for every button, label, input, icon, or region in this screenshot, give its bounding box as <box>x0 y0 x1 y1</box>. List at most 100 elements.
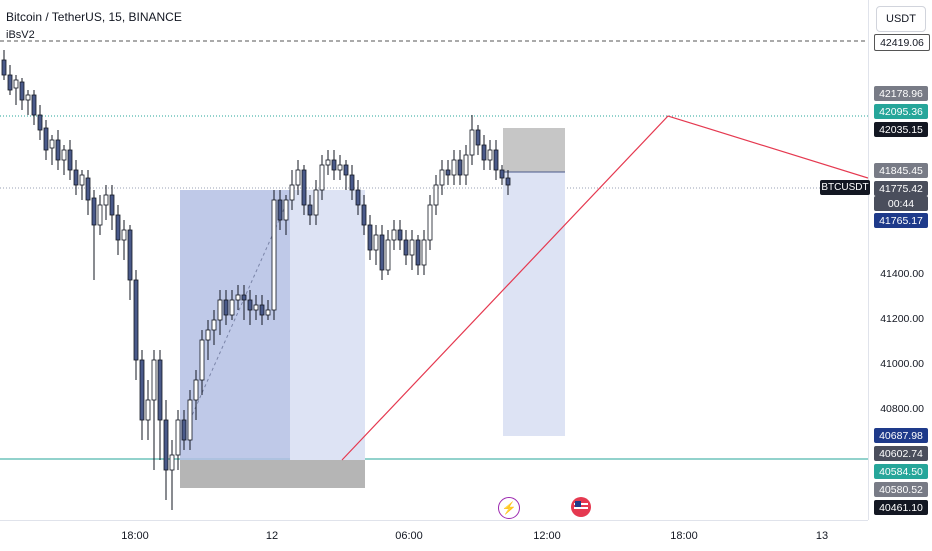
candle-body <box>379 234 385 271</box>
candle-body <box>193 379 199 401</box>
candle-body <box>499 169 505 179</box>
candle-body <box>175 419 181 456</box>
candle-body <box>13 79 19 89</box>
candle-body <box>25 94 31 101</box>
candle-body <box>85 177 91 201</box>
price-tag: 40602.74 <box>874 446 928 461</box>
candle-body <box>421 239 427 266</box>
candle-body <box>457 159 463 176</box>
candle-body <box>283 199 289 221</box>
candle-body <box>103 194 109 206</box>
candle-body <box>325 159 331 166</box>
candle-body <box>409 239 415 256</box>
candle-body <box>31 94 37 116</box>
candle-body <box>355 189 361 206</box>
price-tick: 41400.00 <box>880 268 924 280</box>
candle-body <box>145 399 151 421</box>
candle-body <box>487 149 493 161</box>
candle-body <box>397 229 403 241</box>
candle-body <box>97 204 103 226</box>
candle-body <box>289 184 295 201</box>
candle-body <box>427 204 433 241</box>
countdown-tag: 00:44 <box>874 196 928 211</box>
us-flag-graphic <box>574 500 588 514</box>
indicator-label[interactable]: iBsV2 <box>6 29 35 41</box>
candle-body <box>313 189 319 216</box>
candle-body <box>343 164 349 176</box>
candle-body <box>445 169 451 176</box>
price-tick: 41200.00 <box>880 313 924 325</box>
candle-body <box>223 299 229 316</box>
candle-body <box>253 304 259 311</box>
candle-body <box>67 149 73 171</box>
chart-area[interactable] <box>0 0 869 520</box>
candle-body <box>367 224 373 251</box>
time-axis[interactable] <box>0 520 868 551</box>
price-axis[interactable] <box>868 0 932 520</box>
candle-body <box>157 359 163 421</box>
candle-body <box>211 319 217 331</box>
candle-body <box>277 199 283 221</box>
time-tick: 18:00 <box>121 530 149 542</box>
price-tag: 40461.10 <box>874 500 928 515</box>
candle-body <box>439 169 445 186</box>
candle-body <box>319 164 325 191</box>
candle-body <box>451 159 457 176</box>
candle-body <box>385 239 391 271</box>
us-flag-icon[interactable] <box>571 497 591 517</box>
candle-body <box>361 204 367 226</box>
candle-body <box>199 339 205 381</box>
candle-body <box>55 139 61 161</box>
candle-body <box>187 399 193 441</box>
candle-body <box>19 81 25 101</box>
current-price-tag: 41775.42 <box>874 181 928 196</box>
candle-body <box>61 149 67 161</box>
candles-group <box>1 50 511 510</box>
candle-body <box>493 149 499 171</box>
candle-body <box>133 279 139 361</box>
chart-title: Bitcoin / TetherUS, 15, BINANCE <box>6 10 182 24</box>
currency-button[interactable]: USDT <box>876 6 926 32</box>
candle-body <box>79 174 85 186</box>
candle-body <box>505 177 511 186</box>
candle-body <box>1 59 7 76</box>
candle-body <box>307 204 313 216</box>
price-tag: 40584.50 <box>874 464 928 479</box>
candle-body <box>331 159 337 171</box>
candle-body <box>217 299 223 321</box>
candle-body <box>463 154 469 176</box>
candle-body <box>373 234 379 251</box>
candle-body <box>481 144 487 161</box>
time-tick: 18:00 <box>670 530 698 542</box>
candle-body <box>7 74 13 91</box>
price-tag: 40580.52 <box>874 482 928 497</box>
candle-body <box>433 184 439 206</box>
candle-body <box>121 229 127 241</box>
candle-body <box>235 294 241 301</box>
candle-body <box>229 299 235 316</box>
candle-body <box>391 229 397 241</box>
candle-body <box>247 299 253 311</box>
candle-body <box>205 329 211 341</box>
candle-body <box>475 129 481 146</box>
candle-body <box>91 197 97 226</box>
price-tag: 42095.36 <box>874 104 928 119</box>
symbol-label: BTCUSDT <box>820 180 870 195</box>
long-position-stop-zone <box>180 460 365 488</box>
candle-body <box>43 127 49 151</box>
candle-body <box>49 139 55 149</box>
lightning-icon[interactable]: ⚡ <box>498 497 520 519</box>
time-tick: 13 <box>815 530 829 542</box>
candle-body <box>259 304 265 316</box>
price-tag-high: 42419.06 <box>874 34 930 51</box>
candle-body <box>271 199 277 311</box>
candle-body <box>127 229 133 281</box>
candlestick-chart[interactable] <box>0 0 869 520</box>
candle-body <box>109 194 115 216</box>
candle-body <box>163 419 169 471</box>
price-tag: 41845.45 <box>874 163 928 178</box>
candle-body <box>403 239 409 256</box>
time-tick: 06:00 <box>395 530 423 542</box>
candle-body <box>169 454 175 471</box>
candle-body <box>241 294 247 301</box>
